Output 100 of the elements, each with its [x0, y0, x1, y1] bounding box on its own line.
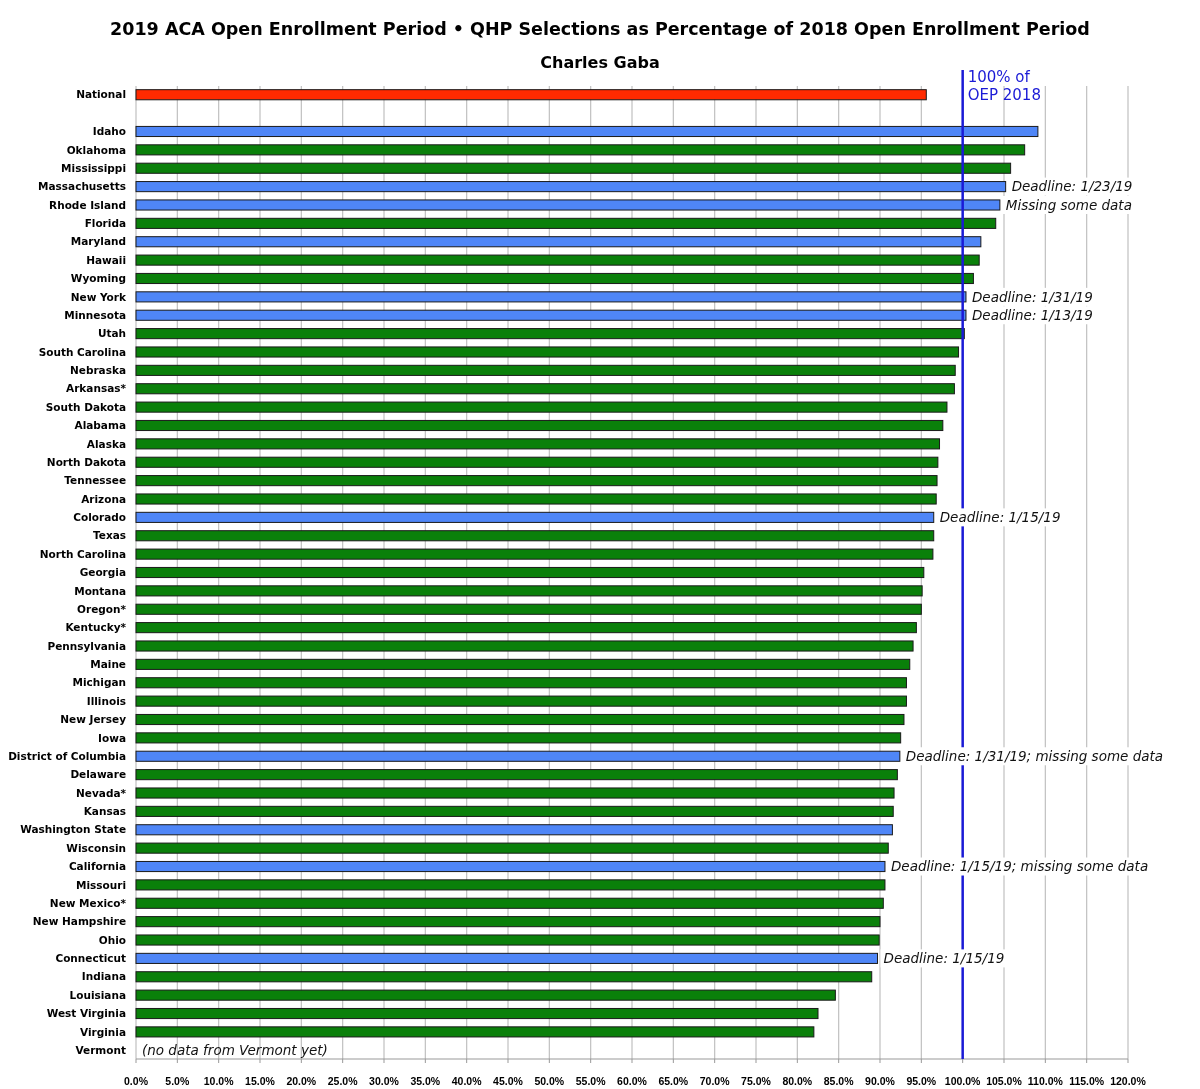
y-tick-label: Washington State: [20, 823, 126, 836]
y-tick-label: Mississippi: [61, 161, 126, 174]
y-tick-label: California: [68, 860, 126, 873]
x-tick-label: 15.0%: [245, 1075, 276, 1087]
bar: [135, 989, 836, 1001]
bar: [135, 897, 884, 909]
y-tick-label: New Hampshire: [32, 915, 126, 928]
bar: [135, 162, 1012, 174]
y-tick-label: West Virginia: [46, 1007, 126, 1020]
bar: [135, 713, 905, 726]
bar: [135, 419, 944, 432]
y-tick-label: Georgia: [79, 566, 126, 579]
bar: [135, 769, 898, 781]
y-tick-label: Arkansas*: [66, 382, 127, 395]
x-tick-label: 70.0%: [699, 1075, 731, 1087]
annotation: Deadline: 1/15/19; missing some data: [890, 858, 1149, 875]
x-tick-label: 80.0%: [782, 1075, 813, 1087]
y-tick-label: Kansas: [83, 805, 126, 818]
x-tick-label: 100.0%: [944, 1075, 982, 1087]
bar: [135, 328, 965, 340]
x-tick-label: 25.0%: [327, 1075, 359, 1087]
bar: [135, 254, 980, 266]
y-tick-label: Kentucky*: [65, 621, 127, 634]
bar: [135, 952, 879, 964]
bar: [135, 125, 1039, 138]
y-tick-label: Wisconsin: [66, 841, 126, 854]
bar: [135, 805, 894, 817]
y-tick-label: Tennessee: [64, 474, 126, 487]
y-tick-label: North Carolina: [39, 547, 126, 560]
bar: [135, 144, 1026, 156]
bar: [135, 236, 982, 248]
bar: [135, 438, 941, 450]
y-tick-label: Michigan: [72, 676, 126, 689]
annotation: Deadline: 1/13/19: [971, 306, 1093, 323]
y-tick-label: South Dakota: [45, 400, 126, 413]
bar: [135, 677, 907, 689]
bar: [135, 971, 873, 983]
bar: [135, 475, 938, 487]
y-tick-label: New Mexico*: [49, 896, 127, 909]
bar: [135, 622, 917, 634]
bar: [135, 401, 948, 413]
y-tick-label: Maine: [90, 658, 126, 671]
bar: [135, 364, 956, 376]
y-tick-label: Louisiana: [69, 988, 126, 1001]
bar: [135, 291, 967, 303]
y-tick-label: South Carolina: [38, 345, 126, 358]
x-tick-label: 40.0%: [451, 1075, 483, 1087]
y-tick-label: Missouri: [75, 878, 126, 891]
annotation: Deadline: 1/31/19; missing some data: [905, 747, 1164, 764]
y-tick-label: New Jersey: [60, 713, 127, 726]
y-tick-label: Minnesota: [64, 308, 126, 321]
y-tick-label: District of Columbia: [8, 749, 126, 762]
bar: [135, 916, 881, 928]
bar: [135, 842, 889, 854]
y-tick-label: Nebraska: [69, 364, 126, 377]
bar: [135, 548, 934, 560]
x-tick-label: 0.0%: [124, 1075, 149, 1087]
x-tick-label: 20.0%: [286, 1075, 317, 1087]
bar: [135, 511, 935, 523]
y-tick-label: Nevada*: [76, 786, 127, 799]
bar: [135, 309, 967, 321]
y-tick-label: North Dakota: [46, 455, 126, 468]
y-tick-label: Virginia: [80, 1025, 126, 1038]
bar: [135, 493, 937, 505]
y-tick-label: Iowa: [98, 731, 126, 744]
annotation: Deadline: 1/15/19: [939, 509, 1061, 526]
x-tick-label: 90.0%: [865, 1075, 896, 1087]
y-tick-label: Idaho: [92, 125, 126, 138]
bar: [135, 1007, 819, 1020]
y-tick-label: Hawaii: [86, 253, 126, 266]
y-tick-label: Delaware: [70, 768, 126, 781]
bar: [135, 272, 974, 285]
bar: [135, 383, 955, 395]
y-tick-label: National: [76, 88, 126, 101]
y-tick-label: Rhode Island: [49, 198, 126, 211]
bar: [135, 787, 895, 799]
bar: [135, 456, 939, 468]
y-tick-label: Oklahoma: [66, 143, 126, 156]
bar: [135, 217, 997, 229]
x-tick-label: 105.0%: [986, 1075, 1023, 1087]
y-tick-label: Oregon*: [77, 602, 127, 615]
bar: [135, 732, 902, 744]
x-tick-label: 85.0%: [823, 1075, 855, 1087]
y-tick-label: Vermont: [75, 1043, 126, 1056]
y-tick-label: Connecticut: [55, 952, 126, 965]
bar: [135, 603, 922, 615]
bar: [135, 199, 1001, 211]
y-tick-label: Arizona: [81, 492, 126, 505]
annotation: Missing some data: [1005, 196, 1132, 213]
y-tick-label: Texas: [93, 529, 126, 542]
x-tick-label: 10.0%: [203, 1075, 235, 1087]
x-tick-label: 5.0%: [165, 1075, 190, 1087]
y-tick-label: Pennsylvania: [47, 639, 126, 652]
bar: [135, 860, 886, 873]
x-tick-label: 75.0%: [741, 1075, 772, 1087]
bar: [135, 934, 880, 946]
x-tick-label: 110.0%: [1027, 1075, 1064, 1087]
bar: [135, 1026, 815, 1038]
chart-title: 2019 ACA Open Enrollment Period • QHP Selections as Percentage of 2018 Open Enrollment Period: [110, 19, 1090, 39]
bar: [135, 750, 901, 762]
